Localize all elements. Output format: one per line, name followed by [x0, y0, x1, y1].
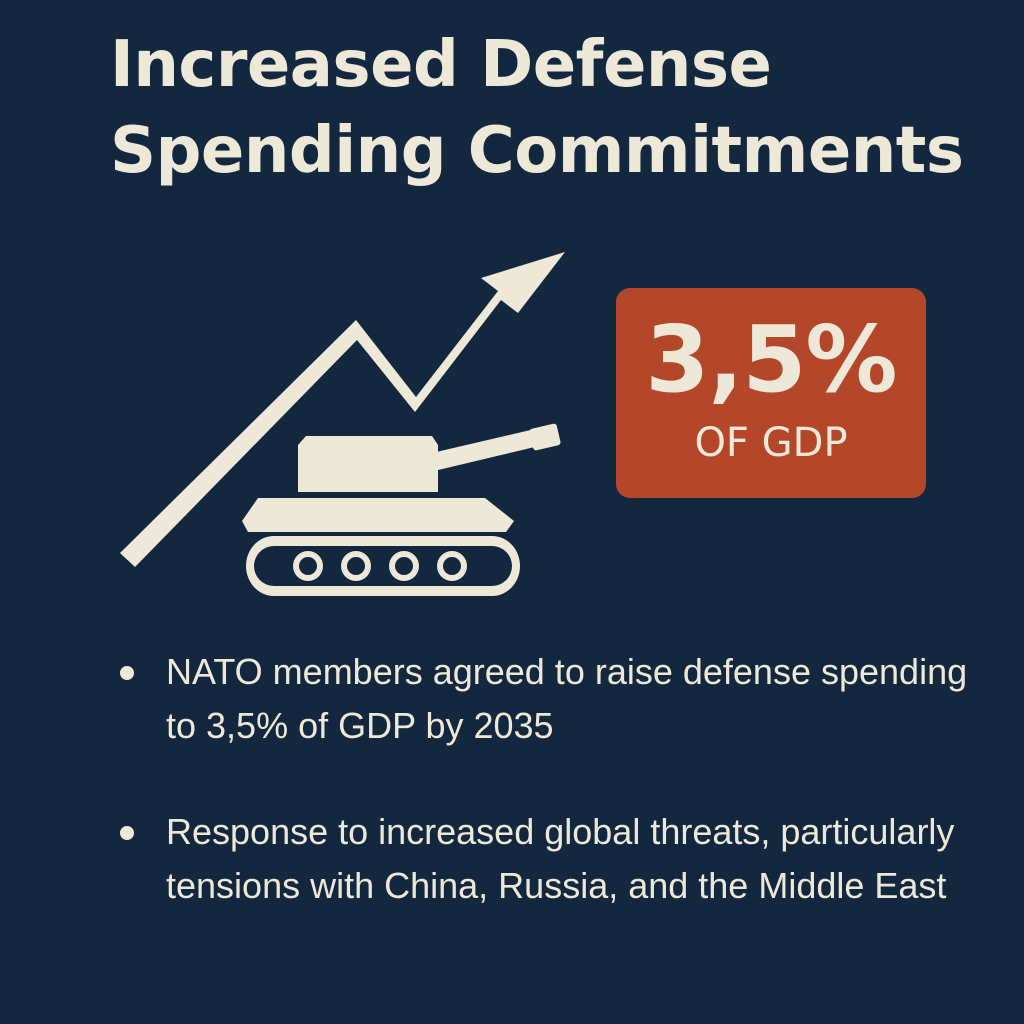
- title-line-1: Increased Defense: [110, 28, 772, 102]
- bullet-text: Response to increased global threats, pa…: [166, 811, 955, 906]
- tank-wheels: [254, 546, 512, 586]
- defense-illustration: [120, 252, 565, 596]
- gdp-stat-badge: 3,5% OF GDP: [616, 288, 926, 498]
- title-line-2: Spending Commitments: [110, 114, 964, 188]
- bullet-item: NATO members agreed to raise defense spe…: [118, 645, 998, 753]
- stat-value: 3,5%: [645, 306, 897, 413]
- bullet-list: NATO members agreed to raise defense spe…: [118, 645, 998, 965]
- stat-unit: OF GDP: [694, 420, 848, 466]
- bullet-dot-icon: [120, 826, 134, 840]
- bullet-text: NATO members agreed to raise defense spe…: [166, 651, 968, 746]
- page-title: Increased Defense Spending Commitments: [110, 22, 1010, 194]
- trend-arrow-icon: [120, 252, 565, 567]
- bullet-dot-icon: [120, 666, 134, 680]
- bullet-item: Response to increased global threats, pa…: [118, 805, 998, 913]
